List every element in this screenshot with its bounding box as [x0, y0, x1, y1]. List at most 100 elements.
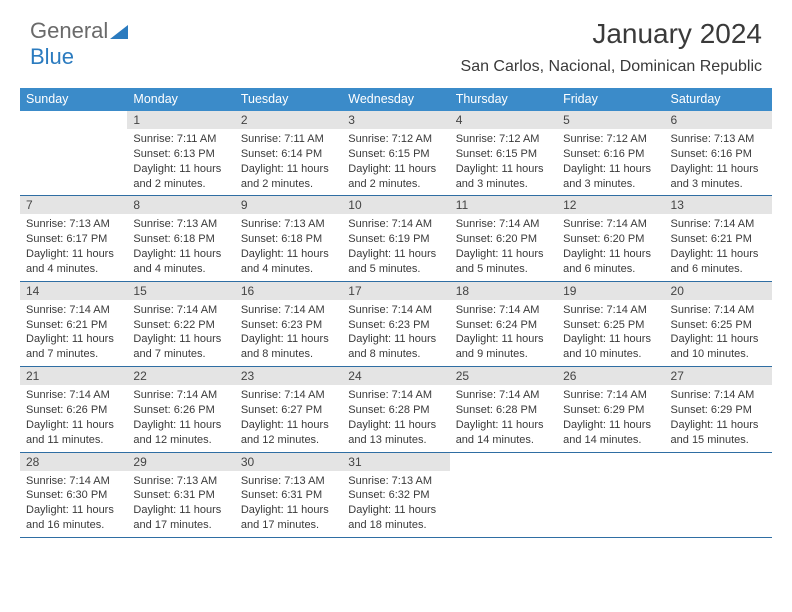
calendar-day-cell [20, 111, 127, 195]
calendar-day-cell: 30Sunrise: 7:13 AMSunset: 6:31 PMDayligh… [235, 453, 342, 537]
day-info: Sunrise: 7:14 AMSunset: 6:20 PMDaylight:… [450, 214, 557, 280]
day-info: Sunrise: 7:13 AMSunset: 6:16 PMDaylight:… [665, 129, 772, 195]
day-info: Sunrise: 7:14 AMSunset: 6:25 PMDaylight:… [557, 300, 664, 366]
day-info: Sunrise: 7:11 AMSunset: 6:14 PMDaylight:… [235, 129, 342, 195]
day-number: 21 [20, 367, 127, 385]
day-info: Sunrise: 7:12 AMSunset: 6:15 PMDaylight:… [450, 129, 557, 195]
calendar-day-cell: 26Sunrise: 7:14 AMSunset: 6:29 PMDayligh… [557, 367, 664, 451]
day-number: 14 [20, 282, 127, 300]
day-number: 19 [557, 282, 664, 300]
calendar-day-cell: 15Sunrise: 7:14 AMSunset: 6:22 PMDayligh… [127, 282, 234, 366]
calendar-day-cell [450, 453, 557, 537]
calendar-day-cell [557, 453, 664, 537]
calendar-week-row: 14Sunrise: 7:14 AMSunset: 6:21 PMDayligh… [20, 282, 772, 367]
calendar-day-cell: 5Sunrise: 7:12 AMSunset: 6:16 PMDaylight… [557, 111, 664, 195]
calendar-header-cell: Saturday [665, 88, 772, 111]
calendar-header-cell: Sunday [20, 88, 127, 111]
day-info: Sunrise: 7:12 AMSunset: 6:16 PMDaylight:… [557, 129, 664, 195]
logo-text-1: General [30, 18, 108, 43]
day-info: Sunrise: 7:13 AMSunset: 6:31 PMDaylight:… [235, 471, 342, 537]
calendar-day-cell: 9Sunrise: 7:13 AMSunset: 6:18 PMDaylight… [235, 196, 342, 280]
calendar-day-cell: 1Sunrise: 7:11 AMSunset: 6:13 PMDaylight… [127, 111, 234, 195]
calendar-header-cell: Wednesday [342, 88, 449, 111]
day-number: 16 [235, 282, 342, 300]
day-number: 4 [450, 111, 557, 129]
day-number: 20 [665, 282, 772, 300]
day-info: Sunrise: 7:14 AMSunset: 6:25 PMDaylight:… [665, 300, 772, 366]
day-number: 30 [235, 453, 342, 471]
day-info: Sunrise: 7:11 AMSunset: 6:13 PMDaylight:… [127, 129, 234, 195]
day-number: 27 [665, 367, 772, 385]
calendar-day-cell: 14Sunrise: 7:14 AMSunset: 6:21 PMDayligh… [20, 282, 127, 366]
day-info: Sunrise: 7:14 AMSunset: 6:29 PMDaylight:… [557, 385, 664, 451]
day-number: 12 [557, 196, 664, 214]
calendar-week-row: 28Sunrise: 7:14 AMSunset: 6:30 PMDayligh… [20, 453, 772, 538]
day-info: Sunrise: 7:14 AMSunset: 6:23 PMDaylight:… [235, 300, 342, 366]
day-number: 22 [127, 367, 234, 385]
day-number: 29 [127, 453, 234, 471]
calendar-day-cell: 19Sunrise: 7:14 AMSunset: 6:25 PMDayligh… [557, 282, 664, 366]
calendar-day-cell: 12Sunrise: 7:14 AMSunset: 6:20 PMDayligh… [557, 196, 664, 280]
day-number: 7 [20, 196, 127, 214]
calendar-day-cell [665, 453, 772, 537]
calendar-day-cell: 3Sunrise: 7:12 AMSunset: 6:15 PMDaylight… [342, 111, 449, 195]
logo: General Blue [30, 18, 130, 70]
day-info: Sunrise: 7:14 AMSunset: 6:21 PMDaylight:… [665, 214, 772, 280]
calendar-day-cell: 21Sunrise: 7:14 AMSunset: 6:26 PMDayligh… [20, 367, 127, 451]
day-info: Sunrise: 7:13 AMSunset: 6:17 PMDaylight:… [20, 214, 127, 280]
logo-sail-icon [110, 24, 130, 40]
calendar-day-cell: 28Sunrise: 7:14 AMSunset: 6:30 PMDayligh… [20, 453, 127, 537]
day-info: Sunrise: 7:14 AMSunset: 6:29 PMDaylight:… [665, 385, 772, 451]
day-info: Sunrise: 7:14 AMSunset: 6:26 PMDaylight:… [127, 385, 234, 451]
day-number: 26 [557, 367, 664, 385]
day-info: Sunrise: 7:14 AMSunset: 6:27 PMDaylight:… [235, 385, 342, 451]
calendar-day-cell: 4Sunrise: 7:12 AMSunset: 6:15 PMDaylight… [450, 111, 557, 195]
logo-text-2: Blue [30, 44, 74, 69]
day-info: Sunrise: 7:13 AMSunset: 6:18 PMDaylight:… [127, 214, 234, 280]
day-number: 24 [342, 367, 449, 385]
calendar-day-cell: 6Sunrise: 7:13 AMSunset: 6:16 PMDaylight… [665, 111, 772, 195]
day-info: Sunrise: 7:14 AMSunset: 6:26 PMDaylight:… [20, 385, 127, 451]
day-number: 25 [450, 367, 557, 385]
day-number: 1 [127, 111, 234, 129]
calendar: SundayMondayTuesdayWednesdayThursdayFrid… [20, 88, 772, 538]
calendar-header-cell: Tuesday [235, 88, 342, 111]
calendar-day-cell: 24Sunrise: 7:14 AMSunset: 6:28 PMDayligh… [342, 367, 449, 451]
day-number: 10 [342, 196, 449, 214]
calendar-day-cell: 8Sunrise: 7:13 AMSunset: 6:18 PMDaylight… [127, 196, 234, 280]
calendar-week-row: 1Sunrise: 7:11 AMSunset: 6:13 PMDaylight… [20, 111, 772, 196]
day-info: Sunrise: 7:14 AMSunset: 6:24 PMDaylight:… [450, 300, 557, 366]
calendar-day-cell: 17Sunrise: 7:14 AMSunset: 6:23 PMDayligh… [342, 282, 449, 366]
day-number: 8 [127, 196, 234, 214]
day-info: Sunrise: 7:14 AMSunset: 6:20 PMDaylight:… [557, 214, 664, 280]
day-number: 11 [450, 196, 557, 214]
day-number: 17 [342, 282, 449, 300]
day-info: Sunrise: 7:12 AMSunset: 6:15 PMDaylight:… [342, 129, 449, 195]
calendar-day-cell: 10Sunrise: 7:14 AMSunset: 6:19 PMDayligh… [342, 196, 449, 280]
day-info: Sunrise: 7:13 AMSunset: 6:32 PMDaylight:… [342, 471, 449, 537]
day-number: 31 [342, 453, 449, 471]
calendar-day-cell: 20Sunrise: 7:14 AMSunset: 6:25 PMDayligh… [665, 282, 772, 366]
calendar-day-cell: 29Sunrise: 7:13 AMSunset: 6:31 PMDayligh… [127, 453, 234, 537]
calendar-header-cell: Monday [127, 88, 234, 111]
calendar-header-cell: Thursday [450, 88, 557, 111]
day-info: Sunrise: 7:14 AMSunset: 6:21 PMDaylight:… [20, 300, 127, 366]
day-number: 13 [665, 196, 772, 214]
day-info: Sunrise: 7:14 AMSunset: 6:28 PMDaylight:… [450, 385, 557, 451]
calendar-day-cell: 31Sunrise: 7:13 AMSunset: 6:32 PMDayligh… [342, 453, 449, 537]
day-number: 15 [127, 282, 234, 300]
day-number: 3 [342, 111, 449, 129]
day-info: Sunrise: 7:14 AMSunset: 6:22 PMDaylight:… [127, 300, 234, 366]
calendar-day-cell: 7Sunrise: 7:13 AMSunset: 6:17 PMDaylight… [20, 196, 127, 280]
day-info: Sunrise: 7:14 AMSunset: 6:23 PMDaylight:… [342, 300, 449, 366]
day-number: 2 [235, 111, 342, 129]
calendar-header-cell: Friday [557, 88, 664, 111]
calendar-day-cell: 22Sunrise: 7:14 AMSunset: 6:26 PMDayligh… [127, 367, 234, 451]
calendar-header-row: SundayMondayTuesdayWednesdayThursdayFrid… [20, 88, 772, 111]
calendar-day-cell: 16Sunrise: 7:14 AMSunset: 6:23 PMDayligh… [235, 282, 342, 366]
day-number: 9 [235, 196, 342, 214]
day-number: 5 [557, 111, 664, 129]
day-info: Sunrise: 7:14 AMSunset: 6:28 PMDaylight:… [342, 385, 449, 451]
calendar-day-cell: 25Sunrise: 7:14 AMSunset: 6:28 PMDayligh… [450, 367, 557, 451]
day-info: Sunrise: 7:14 AMSunset: 6:30 PMDaylight:… [20, 471, 127, 537]
